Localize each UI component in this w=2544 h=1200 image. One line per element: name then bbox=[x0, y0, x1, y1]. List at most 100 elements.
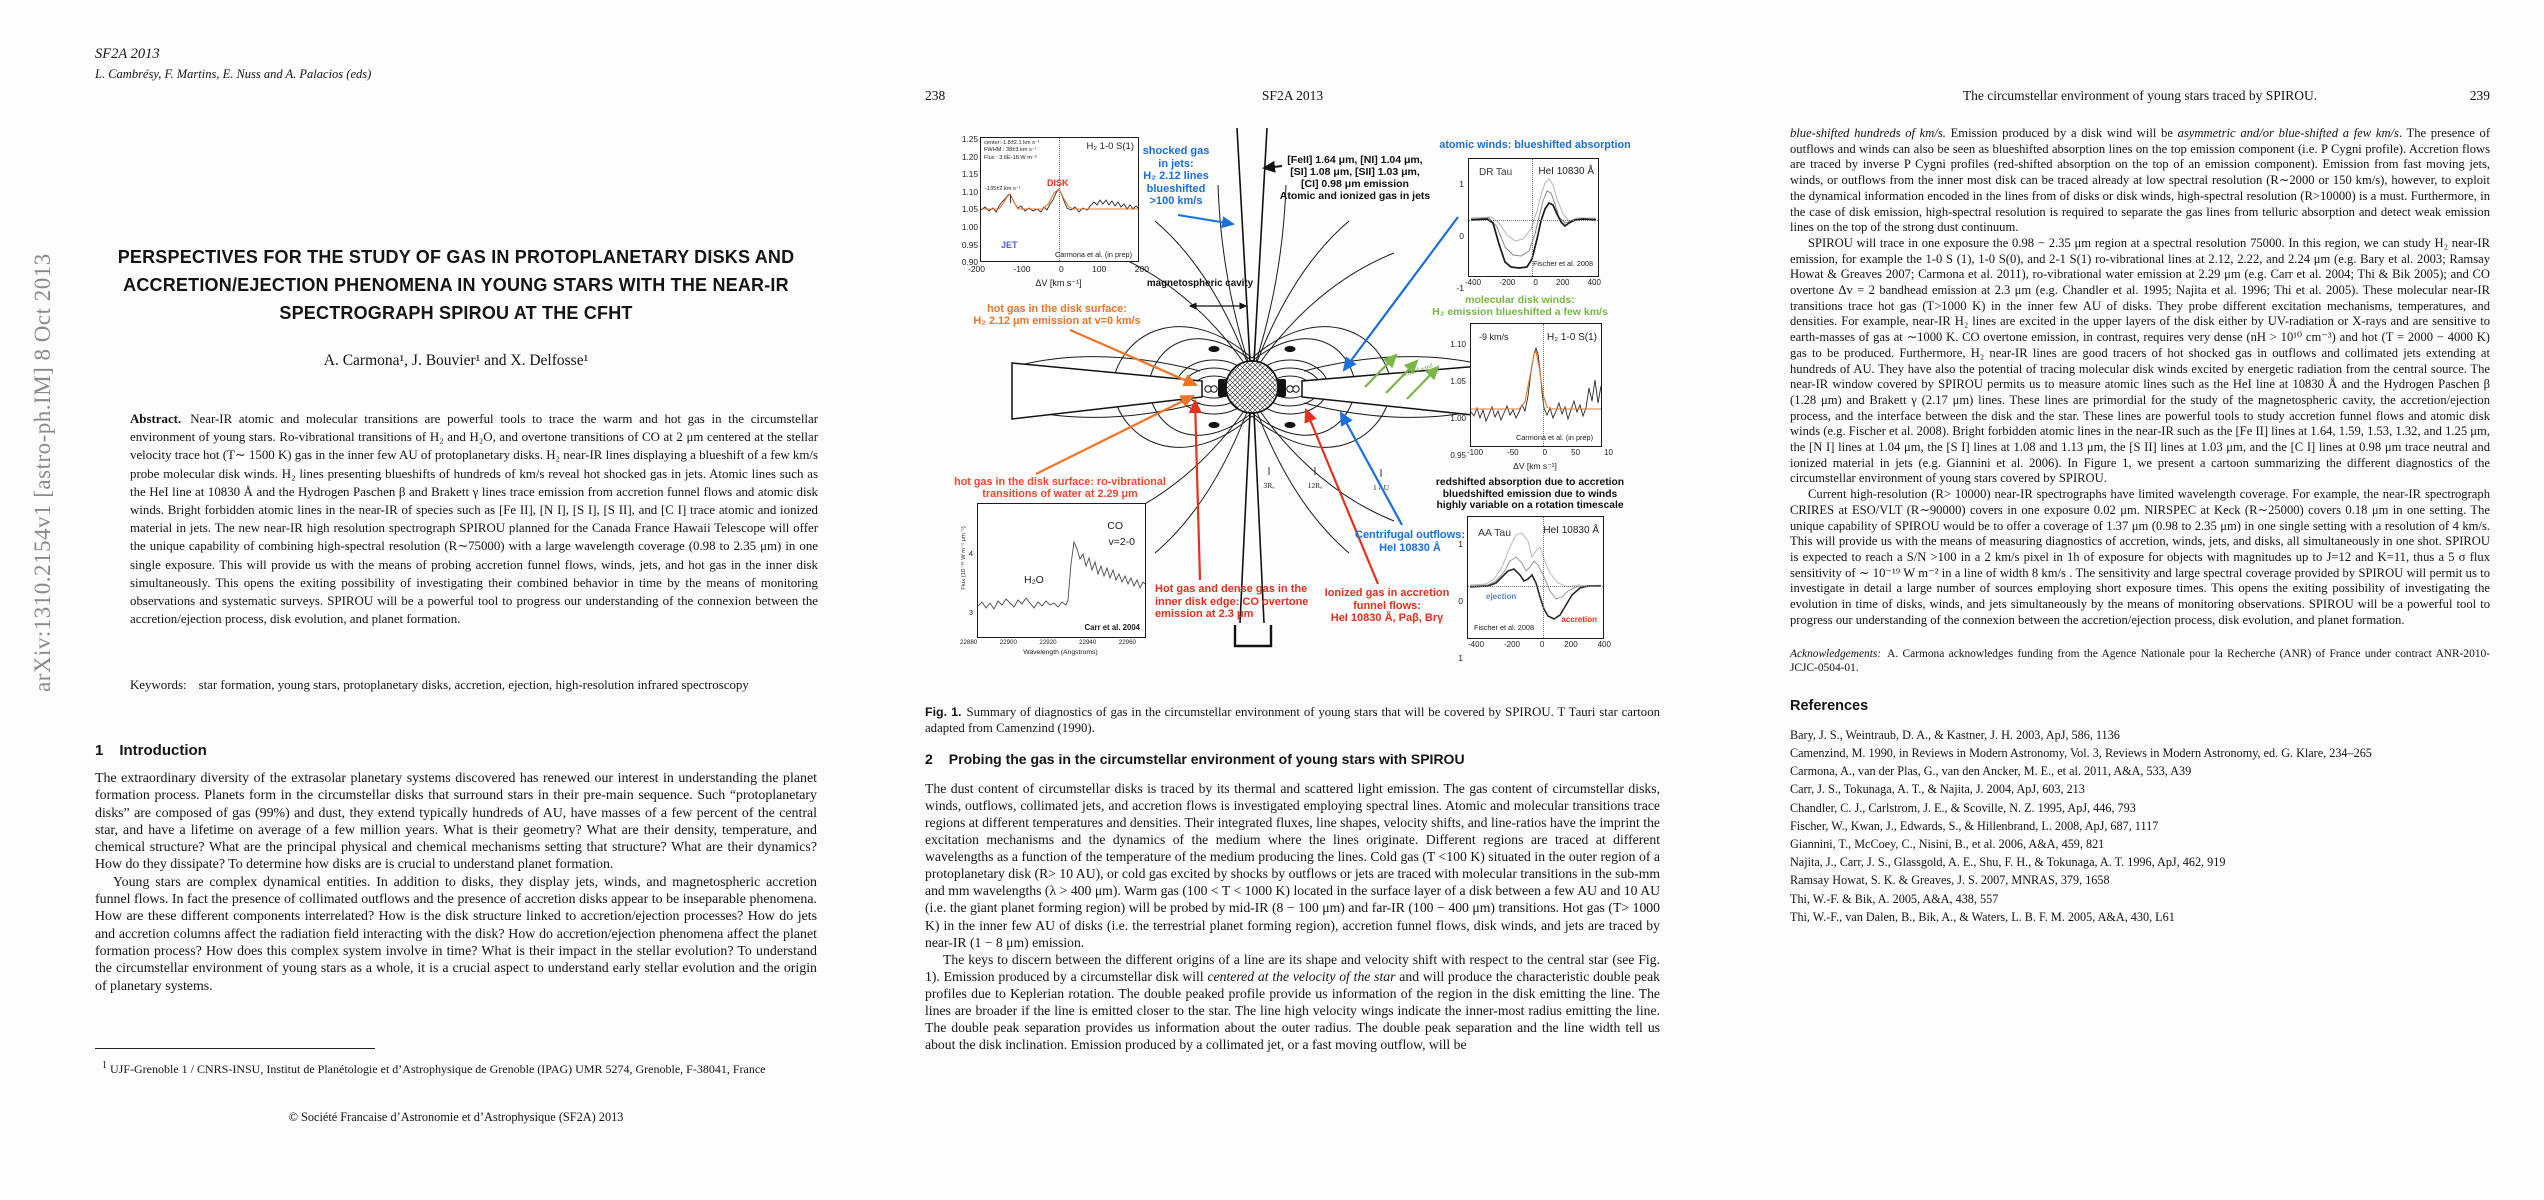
text-span: blue-shifted hundreds of km/s. bbox=[1790, 126, 1946, 140]
zero-velocity-line bbox=[1532, 159, 1533, 276]
x-tick: 10 bbox=[1604, 448, 1613, 457]
y-tick: 1.00 bbox=[1450, 414, 1466, 423]
y-tick: 1.10 bbox=[961, 186, 978, 197]
x-tick: 400 bbox=[1597, 640, 1611, 649]
label-line: Atomic and ionized gas in jets bbox=[1279, 189, 1431, 202]
x-tick: 200 bbox=[1556, 278, 1570, 287]
credit-fischer: Fischer et al. 2008 bbox=[1474, 623, 1535, 632]
label-line: [CI] 0.98 μm emission bbox=[1301, 177, 1409, 190]
x-tick: 22940 bbox=[1079, 639, 1097, 646]
label-line: [FeII] 1.64 μm, [NI] 1.04 μm, bbox=[1287, 154, 1423, 166]
inset-aatau: AA Tau HeI 10830 Å ejection accretion Fi… bbox=[1467, 516, 1604, 639]
label-line: redshifted absorption due to accretion bbox=[1435, 477, 1625, 488]
footnote: 1 UJF-Grenoble 1 / CNRS-INSU, Institut d… bbox=[102, 1058, 833, 1078]
section-2-heading: 2 Probing the gas in the circumstellar en… bbox=[925, 751, 1660, 767]
spectrum-curve bbox=[978, 540, 1145, 610]
label-magnetospheric-cavity: magnetospheric cavity bbox=[1146, 278, 1254, 289]
text-span: . The presence of outflows and winds can… bbox=[1790, 126, 2491, 235]
text-span: The keys to discern between the differen… bbox=[925, 951, 1660, 984]
figure-caption: Fig. 1. Summary of diagnostics of gas in … bbox=[925, 704, 1660, 737]
zero-velocity-line bbox=[1543, 324, 1544, 446]
x-axis-label: Wavelength (Angstroms) bbox=[1023, 649, 1098, 656]
paragraph: The keys to discern between the differen… bbox=[925, 951, 1660, 1054]
y-tick: 0.90 bbox=[961, 257, 978, 268]
footnote-marker: 1 bbox=[102, 1060, 107, 1071]
jet-velocity-label: -135±2 km s⁻¹ bbox=[985, 186, 1021, 192]
label-centrifugal-outflows: Centrifugal outflows: HeI 10830 Å bbox=[1340, 529, 1480, 554]
label-line: bluedshifted emission due to winds bbox=[1442, 488, 1618, 500]
label-molecular-winds: molecular disk winds: H₂ emission blueshi… bbox=[1395, 294, 1645, 319]
y-tick: 1 bbox=[1459, 179, 1464, 189]
tauri-star-cartoon: 3Rₒ 12Rₒ 1 AU ionized wind bbox=[1011, 127, 1493, 648]
label-co-overtone: Hot gas and dense gas in the inner disk e… bbox=[1155, 583, 1320, 621]
x-axis-label: ΔV [km s⁻¹] bbox=[1513, 461, 1557, 471]
y-axis-ticks: 1 0 -1 bbox=[1444, 158, 1464, 314]
y-tick: -1 bbox=[1456, 283, 1464, 293]
jet-cone bbox=[1233, 127, 1273, 648]
caption-label: Fig. 1. bbox=[925, 705, 962, 719]
x-tick: 0 bbox=[1542, 448, 1548, 457]
label-redshifted-absorption: redshifted absorption due to accretion bl… bbox=[1405, 477, 1655, 512]
y-axis-ticks: 1 0 1 bbox=[1445, 516, 1463, 687]
x-tick: 200 bbox=[1134, 264, 1149, 274]
accretion-disk bbox=[1011, 362, 1493, 420]
radius-scale-marks bbox=[1268, 467, 1382, 477]
y-tick: 1.15 bbox=[961, 169, 978, 180]
label-line: hot gas in the disk surface: ro-vibratio… bbox=[954, 476, 1166, 488]
label-hot-gas-h2: hot gas in the disk surface: H₂ 2.12 μm e… bbox=[962, 303, 1152, 328]
journal-header: SF2A 2013 bbox=[95, 46, 160, 62]
label-line: highly variable on a rotation timescale bbox=[1436, 500, 1624, 512]
reference-entry: Thi, W.-F., van Dalen, B., Bik, A., & Wa… bbox=[1790, 909, 2175, 924]
zero-flux-line bbox=[1469, 220, 1598, 221]
y-tick: 1.00 bbox=[961, 221, 978, 232]
text-span: asymmetric and/or blue-shifted a few km/… bbox=[2177, 126, 2399, 140]
y-axis-ticks: 1.10 1.05 1.00 0.95 bbox=[1436, 326, 1466, 474]
label-line: H₂ 2.12 lines bbox=[1143, 170, 1209, 183]
keywords: Keywords: star formation, young stars, pr… bbox=[130, 676, 818, 694]
introduction-body: The extraordinary diversity of the extra… bbox=[95, 770, 817, 995]
x-tick: 200 bbox=[1564, 640, 1578, 649]
x-tick: 0 bbox=[1539, 640, 1545, 649]
footnote-rule bbox=[95, 1048, 375, 1049]
accretion-label: accretion bbox=[1561, 615, 1597, 624]
paper-title: PERSPECTIVES FOR THE STUDY OF GAS IN PRO… bbox=[117, 247, 795, 323]
label-line: Ionized gas in accretion bbox=[1324, 587, 1450, 599]
stat-line: FWHM : 38±3 km s⁻¹ bbox=[984, 147, 1037, 154]
y-tick: 1.25 bbox=[961, 134, 978, 144]
label-atomic-winds: atomic winds: blueshifted absorption bbox=[1439, 139, 1631, 151]
text-span: and will produce the characteristic doub… bbox=[925, 968, 1660, 1053]
y-tick: 0.95 bbox=[1450, 451, 1466, 460]
ack-label: Acknowledgements: bbox=[1790, 647, 1882, 660]
credit-carr: Carr et al. 2004 bbox=[1084, 623, 1140, 632]
y-tick: 1.05 bbox=[1450, 377, 1466, 386]
label-line: Hot gas and dense gas in the bbox=[1155, 583, 1308, 595]
x-tick: -400 bbox=[1465, 278, 1482, 287]
x-axis-ticks: -400 -200 0 200 400 bbox=[1468, 640, 1611, 649]
y-tick: 0.95 bbox=[961, 239, 978, 250]
x-tick: 400 bbox=[1587, 278, 1601, 287]
inset-h2-jet-spectrum: center:-1.8±2.1 km s⁻¹ FWHM : 38±3 km s⁻¹… bbox=[980, 137, 1139, 262]
acknowledgements: Acknowledgements: A. Carmona acknowledges… bbox=[1790, 647, 2490, 676]
ack-text: A. Carmona acknowledges funding from the… bbox=[1790, 647, 2490, 675]
label-shocked-gas: shocked gas in jets: H₂ 2.12 lines blueshif… bbox=[1122, 145, 1230, 208]
ionized-wind-arrows bbox=[1364, 353, 1440, 400]
label-line: blueshifted bbox=[1146, 182, 1206, 195]
y-tick: 0 bbox=[1459, 231, 1464, 241]
spectrum-curve bbox=[1470, 178, 1597, 269]
velocity-shift-label: -9 km/s bbox=[1479, 332, 1509, 342]
label-line: hot gas in the disk surface: bbox=[987, 303, 1127, 315]
references-heading: References bbox=[1790, 697, 1869, 714]
x-tick: -100 bbox=[1467, 448, 1484, 457]
inset-co-overtone: CO v=2-0 H₂O Carr et al. 2004 bbox=[977, 503, 1146, 638]
x-tick: -100 bbox=[1013, 264, 1031, 274]
abstract-text: Near-IR atomic and molecular transitions… bbox=[130, 412, 818, 627]
x-tick: -50 bbox=[1507, 448, 1519, 457]
page-number: 239 bbox=[2469, 88, 2490, 103]
callout-arrows bbox=[1035, 160, 1459, 585]
reference-entry: Chandler, C. J., Carlstrom, J. E., & Sco… bbox=[1790, 800, 2136, 815]
label-line: emission at 2.3 μm bbox=[1155, 608, 1254, 621]
section-title: Introduction bbox=[119, 742, 207, 759]
label-line: HeI 10830 Å, Paβ, Brγ bbox=[1330, 612, 1444, 625]
inset-molecular-wind: -9 km/s H₂ 1-0 S(1) Carmona et al. (in p… bbox=[1470, 323, 1602, 447]
